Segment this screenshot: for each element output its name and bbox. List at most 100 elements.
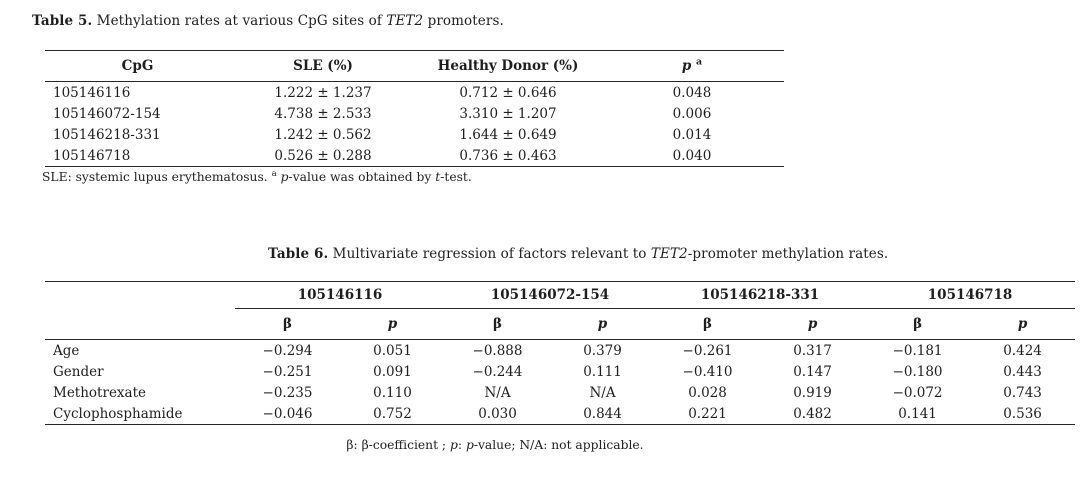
healthy-cell: 0.736 ± 0.463 xyxy=(459,147,557,164)
group-105146116: 105146116 xyxy=(235,281,446,309)
beta-header: β xyxy=(235,308,340,340)
footnote-text: : xyxy=(457,438,466,452)
table5-col-healthy: Healthy Donor (%) xyxy=(416,50,600,82)
footnote-p-italic: p xyxy=(280,170,289,184)
footnote-t-italic: t xyxy=(435,170,441,184)
row-label: Cyclophosphamide xyxy=(53,405,183,422)
p-cell: 0.443 xyxy=(1003,363,1042,380)
p-cell: 0.111 xyxy=(583,363,622,380)
table5-col-sle: SLE (%) xyxy=(230,50,416,82)
cpg-cell: 105146116 xyxy=(53,84,131,101)
table6-group-header-row: 105146116 105146072-154 105146218-331 10… xyxy=(45,281,1076,309)
table5-caption-text: Methylation rates at various CpG sites o… xyxy=(92,13,387,29)
stub-cell xyxy=(45,308,235,340)
beta-header: β xyxy=(865,308,971,340)
beta-cell: 0.028 xyxy=(688,384,727,401)
table6: 105146116 105146072-154 105146218-331 10… xyxy=(45,281,1076,425)
cpg-cell: 105146218-331 xyxy=(53,126,161,143)
p-header: p xyxy=(550,308,656,340)
p-symbol: p xyxy=(681,58,692,74)
table5: CpG SLE (%) Healthy Donor (%) p a 105146… xyxy=(45,50,784,167)
row-label: Methotrexate xyxy=(53,384,147,401)
healthy-cell: 1.644 ± 0.649 xyxy=(459,126,557,143)
footnote-p-italic: p xyxy=(465,438,474,452)
table-row: 105146116 1.222 ± 1.237 0.712 ± 0.646 0.… xyxy=(45,82,784,104)
beta-cell: −0.181 xyxy=(892,342,943,359)
row-label: Age xyxy=(53,342,80,359)
footnote-text: β: β-coefficient ; xyxy=(346,438,450,452)
footnote-text: -value; N/A: not applicable. xyxy=(473,438,644,452)
footnote-text: -value was obtained by xyxy=(288,170,436,184)
footnote-text: SLE: systemic lupus erythematosus. xyxy=(42,170,272,184)
beta-cell: −0.180 xyxy=(892,363,943,380)
beta-cell: −0.410 xyxy=(682,363,733,380)
table5-col-cpg: CpG xyxy=(45,50,230,82)
table-row: 105146072-154 4.738 ± 2.533 3.310 ± 1.20… xyxy=(45,103,784,124)
healthy-cell: 0.712 ± 0.646 xyxy=(459,84,557,101)
p-cell: 0.752 xyxy=(373,405,412,422)
footnote-text: -test. xyxy=(440,170,472,184)
p-cell: 0.424 xyxy=(1003,342,1042,359)
p-cell: 0.048 xyxy=(672,84,712,101)
p-cell: 0.091 xyxy=(373,363,412,380)
cpg-cell: 105146072-154 xyxy=(53,105,161,122)
table6-caption-label: Table 6. xyxy=(268,246,329,262)
table-row: 105146718 0.526 ± 0.288 0.736 ± 0.463 0.… xyxy=(45,145,784,167)
beta-header: β xyxy=(445,308,551,340)
table6-caption-tail: -promoter methylation rates. xyxy=(687,246,889,262)
beta-cell: −0.072 xyxy=(892,384,943,401)
table6-footnote: β: β-coefficient ; p: p-value; N/A: not … xyxy=(0,438,990,452)
healthy-cell: 3.310 ± 1.207 xyxy=(459,105,557,122)
table5-caption-label: Table 5. xyxy=(32,13,93,29)
p-symbol: p xyxy=(597,316,608,332)
table6-subheader-row: β p β p β p β p xyxy=(45,308,1076,340)
table5-caption-gene: TET2 xyxy=(386,13,424,29)
p-cell: 0.110 xyxy=(373,384,412,401)
footnote-p-italic: p xyxy=(450,438,458,452)
p-symbol: p xyxy=(387,316,398,332)
p-cell: 0.536 xyxy=(1003,405,1042,422)
p-cell: 0.317 xyxy=(793,342,832,359)
table-row: Methotrexate −0.235 0.110 N/A N/A 0.028 … xyxy=(45,382,1075,403)
beta-cell: −0.235 xyxy=(262,384,313,401)
stub-cell xyxy=(45,282,235,309)
cpg-cell: 105146718 xyxy=(53,147,131,164)
p-cell: 0.844 xyxy=(583,405,622,422)
beta-cell: 0.030 xyxy=(478,405,517,422)
table5-header-row: CpG SLE (%) Healthy Donor (%) p a xyxy=(45,50,784,82)
p-cell: 0.379 xyxy=(583,342,622,359)
table-row: Age −0.294 0.051 −0.888 0.379 −0.261 0.3… xyxy=(45,340,1075,362)
p-cell: N/A xyxy=(589,384,616,401)
row-label: Gender xyxy=(53,363,104,380)
table5-col-p: p a xyxy=(600,50,784,82)
beta-cell: −0.251 xyxy=(262,363,313,380)
sle-cell: 1.222 ± 1.237 xyxy=(274,84,372,101)
table6-caption-text: Multivariate regression of factors relev… xyxy=(328,246,651,262)
p-cell: 0.040 xyxy=(672,147,712,164)
group-105146718: 105146718 xyxy=(865,281,1076,309)
p-cell: 0.006 xyxy=(672,105,712,122)
footnote-superscript-a: a xyxy=(271,168,277,179)
beta-cell: −0.244 xyxy=(472,363,523,380)
p-header: p xyxy=(760,308,866,340)
beta-cell: −0.046 xyxy=(262,405,313,422)
table5-footnote: SLE: systemic lupus erythematosus. a p-v… xyxy=(42,170,472,184)
p-cell: 0.919 xyxy=(793,384,832,401)
table6-caption-gene: TET2 xyxy=(650,246,688,262)
sle-cell: 4.738 ± 2.533 xyxy=(274,105,372,122)
table-row: 105146218-331 1.242 ± 0.562 1.644 ± 0.64… xyxy=(45,124,784,145)
p-symbol: p xyxy=(1017,316,1028,332)
table-row: Cyclophosphamide −0.046 0.752 0.030 0.84… xyxy=(45,403,1075,425)
beta-cell: −0.261 xyxy=(682,342,733,359)
group-105146218-331: 105146218-331 xyxy=(655,281,866,309)
beta-cell: N/A xyxy=(484,384,511,401)
beta-cell: −0.294 xyxy=(262,342,313,359)
table-row: Gender −0.251 0.091 −0.244 0.111 −0.410 … xyxy=(45,361,1075,382)
p-symbol: p xyxy=(807,316,818,332)
table5-caption: Table 5. Methylation rates at various Cp… xyxy=(32,13,504,29)
p-cell: 0.147 xyxy=(793,363,832,380)
p-superscript-a: a xyxy=(696,56,703,68)
beta-cell: 0.141 xyxy=(898,405,937,422)
beta-cell: 0.221 xyxy=(688,405,727,422)
